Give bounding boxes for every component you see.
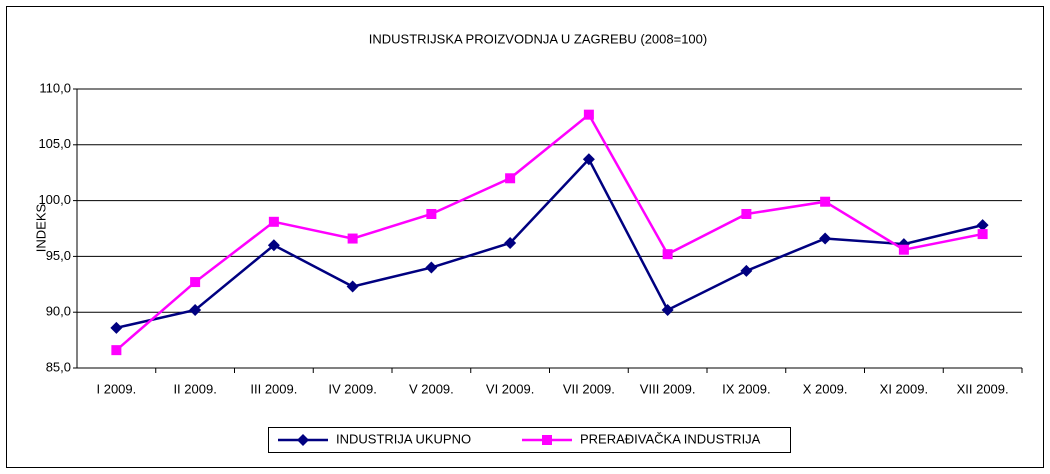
legend-label: INDUSTRIJA UKUPNO <box>336 431 471 446</box>
y-tick-label: 105,0 <box>38 136 71 151</box>
data-point <box>976 219 989 232</box>
data-point <box>820 196 831 207</box>
x-tick-label: V 2009. <box>409 381 454 396</box>
legend-label: PRERAĐIVAČKA INDUSTRIJA <box>580 431 761 446</box>
data-point <box>505 173 516 184</box>
data-point <box>346 280 359 293</box>
legend-marker <box>542 435 552 445</box>
data-point <box>347 233 358 244</box>
x-tick-label: VI 2009. <box>486 381 534 396</box>
legend-marker <box>297 434 309 446</box>
x-tick-label: X 2009. <box>803 381 848 396</box>
x-tick-label: XII 2009. <box>957 381 1009 396</box>
series-line <box>115 112 983 352</box>
data-point <box>110 321 123 334</box>
data-point <box>819 232 832 245</box>
y-tick-label: 100,0 <box>38 192 71 207</box>
data-point <box>425 261 438 274</box>
data-point <box>898 244 909 255</box>
x-tick-label: II 2009. <box>173 381 216 396</box>
data-point <box>189 303 202 316</box>
data-point <box>426 208 437 219</box>
y-axis-label: INDEKS <box>33 203 48 252</box>
data-point <box>582 153 595 166</box>
chart-title: INDUSTRIJSKA PROIZVODNJA U ZAGREBU (2008… <box>369 31 707 46</box>
data-point <box>661 303 674 316</box>
series-line <box>116 157 983 330</box>
y-tick-label: 85,0 <box>46 359 71 374</box>
data-point <box>190 277 201 288</box>
y-tick-label: 110,0 <box>39 80 71 95</box>
data-point <box>662 249 673 260</box>
x-tick-label: VII 2009. <box>563 381 615 396</box>
data-point <box>977 229 988 240</box>
x-tick-label: IV 2009. <box>328 381 376 396</box>
data-point <box>740 264 753 277</box>
data-point <box>741 208 752 219</box>
y-tick-label: 90,0 <box>46 304 71 319</box>
data-point <box>268 216 279 227</box>
x-tick-label: III 2009. <box>250 381 297 396</box>
data-point <box>583 109 594 120</box>
y-tick-label: 95,0 <box>46 248 71 263</box>
data-point <box>504 237 517 250</box>
x-tick-label: I 2009. <box>96 381 136 396</box>
x-tick-label: VIII 2009. <box>640 381 696 396</box>
x-tick-label: IX 2009. <box>722 381 770 396</box>
data-point <box>111 345 122 356</box>
x-tick-label: XI 2009. <box>880 381 928 396</box>
chart-border <box>6 6 1044 468</box>
data-point <box>267 239 280 252</box>
